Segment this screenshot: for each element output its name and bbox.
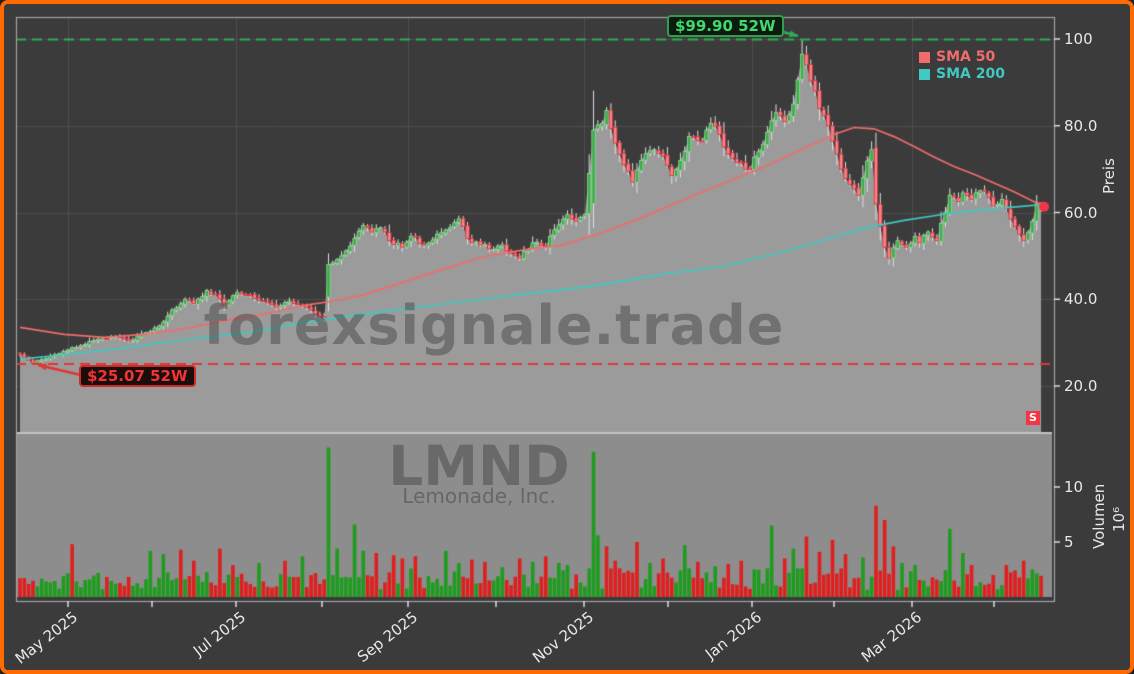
price-axis-title: Preis (1100, 158, 1118, 194)
company-watermark: Lemonade, Inc. (402, 484, 556, 508)
volume-tick-label: 5 (1064, 533, 1074, 551)
sma200-legend-label: SMA 200 (936, 66, 1005, 82)
sma200-swatch-icon (919, 68, 930, 80)
symbol-watermark: LMND (388, 434, 570, 498)
legend-row-sma50: SMA 50 (919, 49, 1005, 65)
sma50-swatch-icon (919, 51, 930, 63)
price-volume-chart-canvas (4, 4, 1130, 670)
volume-tick-label: 10 (1064, 478, 1084, 496)
legend-row-sma200: SMA 200 (919, 66, 1005, 82)
price-tick-label: 60.0 (1064, 203, 1098, 222)
sell-signal-badge: S (1026, 411, 1040, 425)
price-tick-label: 100 (1064, 30, 1093, 48)
high-52w-annotation: $99.90 52W (667, 15, 784, 37)
sma50-legend-label: SMA 50 (936, 49, 996, 65)
site-watermark: forexsignale.trade (203, 294, 785, 357)
price-tick-label: 80.0 (1064, 116, 1098, 135)
low-52w-annotation: $25.07 52W (79, 365, 196, 387)
price-tick-label: 40.0 (1064, 290, 1098, 309)
volume-axis-title: Volumen (1090, 483, 1108, 549)
price-tick-label: 20.0 (1064, 377, 1098, 395)
volume-axis-scale: 10⁶ (1110, 506, 1128, 532)
legend: SMA 50 SMA 200 (919, 49, 1005, 83)
